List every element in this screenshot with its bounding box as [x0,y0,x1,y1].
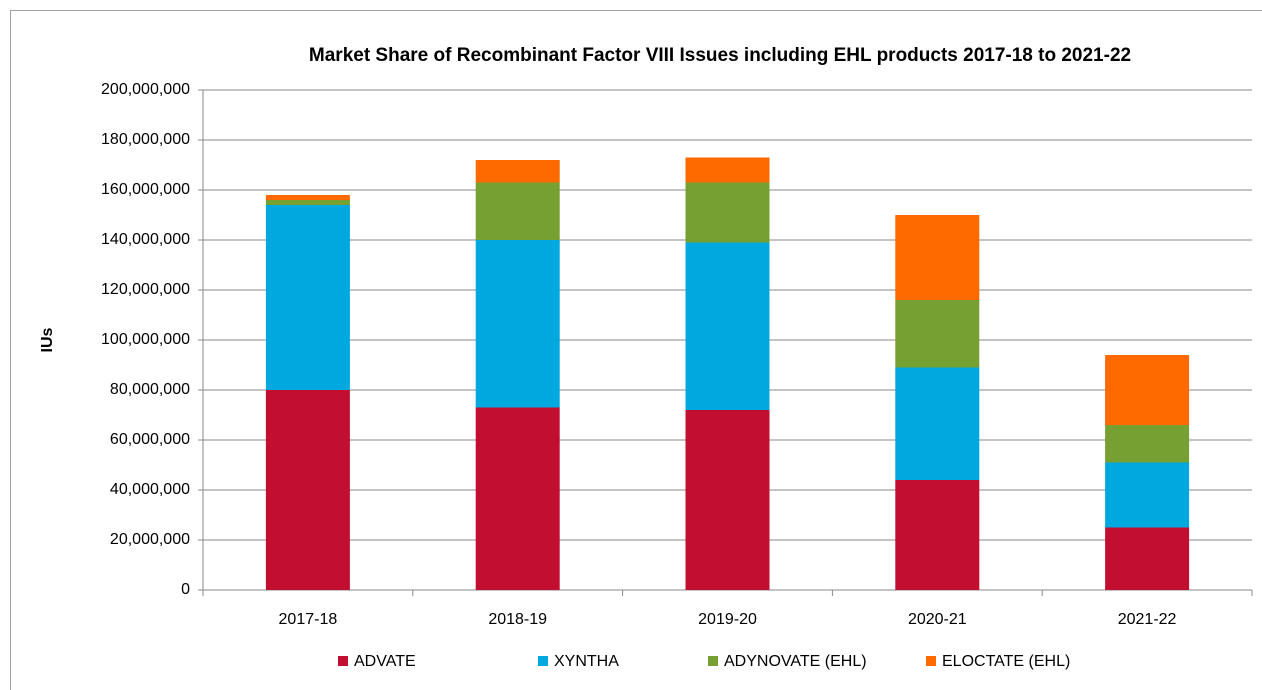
bar-segment [1105,425,1190,463]
y-tick-label: 160,000,000 [101,181,190,198]
bar-segment [685,242,770,410]
bar-segment [475,182,560,240]
y-tick-label: 100,000,000 [101,331,190,348]
x-tick-label: 2021-22 [1118,611,1177,628]
bar-segment [895,300,980,368]
y-tick-label: 20,000,000 [110,531,190,548]
bar-segment [895,215,980,300]
legend-label: XYNTHA [554,653,619,670]
legend-swatch [338,656,348,666]
chart-title: Market Share of Recombinant Factor VIII … [309,45,1131,66]
bar-segment [475,407,560,590]
bar-segment [265,205,350,390]
y-tick-label: 60,000,000 [110,431,190,448]
bar-segment [265,390,350,590]
bar-segment [1105,527,1190,590]
y-tick-label: 0 [181,581,190,598]
y-tick-label: 120,000,000 [101,281,190,298]
x-tick-label: 2019-20 [698,611,757,628]
bar-segment [685,157,770,183]
legend-label: ELOCTATE (EHL) [942,653,1070,670]
legend-swatch [538,656,548,666]
legend-swatch [708,656,718,666]
bar-segment [475,240,560,408]
bar-segment [265,195,350,200]
legend-label: ADYNOVATE (EHL) [724,653,867,670]
x-tick-label: 2017-18 [279,611,338,628]
y-axis-label: IUs [39,327,56,352]
bar-segment [265,200,350,205]
y-tick-label: 200,000,000 [101,81,190,98]
bar-segment [895,367,980,480]
y-tick-label: 180,000,000 [101,131,190,148]
chart-frame [10,10,1262,690]
y-tick-label: 140,000,000 [101,231,190,248]
x-tick-label: 2018-19 [488,611,547,628]
legend-swatch [926,656,936,666]
bar-segment [1105,355,1190,425]
x-tick-label: 2020-21 [908,611,967,628]
bar-segment [685,410,770,590]
bar-segment [685,182,770,243]
bar-segment [1105,462,1190,528]
bar-segment [895,480,980,590]
bar-segment [475,160,560,183]
legend-label: ADVATE [354,653,416,670]
y-tick-label: 40,000,000 [110,481,190,498]
y-tick-label: 80,000,000 [110,381,190,398]
